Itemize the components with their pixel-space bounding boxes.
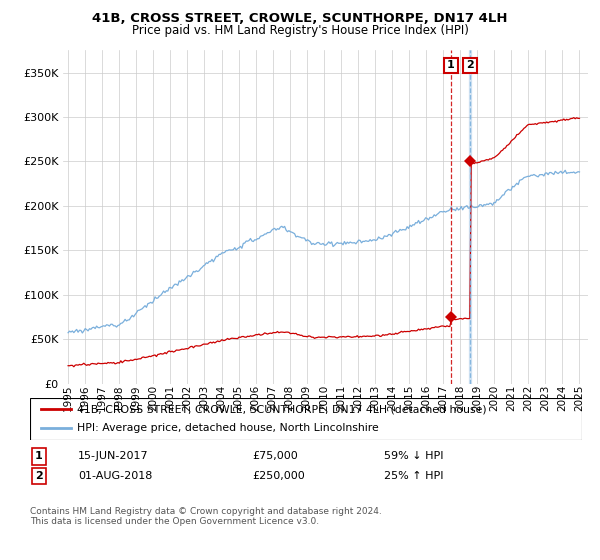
Text: 2: 2 [466, 60, 474, 71]
Bar [469, 50, 472, 384]
Text: Price paid vs. HM Land Registry's House Price Index (HPI): Price paid vs. HM Land Registry's House … [131, 24, 469, 37]
Text: 1: 1 [35, 451, 43, 461]
Text: £75,000: £75,000 [252, 451, 298, 461]
Text: 41B, CROSS STREET, CROWLE, SCUNTHORPE, DN17 4LH (detached house): 41B, CROSS STREET, CROWLE, SCUNTHORPE, D… [77, 404, 487, 414]
Text: 59% ↓ HPI: 59% ↓ HPI [384, 451, 443, 461]
Text: Contains HM Land Registry data © Crown copyright and database right 2024.
This d: Contains HM Land Registry data © Crown c… [30, 507, 382, 526]
Text: 41B, CROSS STREET, CROWLE, SCUNTHORPE, DN17 4LH: 41B, CROSS STREET, CROWLE, SCUNTHORPE, D… [92, 12, 508, 25]
Text: HPI: Average price, detached house, North Lincolnshire: HPI: Average price, detached house, Nort… [77, 423, 379, 433]
Text: 25% ↑ HPI: 25% ↑ HPI [384, 471, 443, 481]
Text: £250,000: £250,000 [252, 471, 305, 481]
Text: 2: 2 [35, 471, 43, 481]
Text: 1: 1 [447, 60, 455, 71]
Text: 01-AUG-2018: 01-AUG-2018 [78, 471, 152, 481]
Text: 15-JUN-2017: 15-JUN-2017 [78, 451, 149, 461]
